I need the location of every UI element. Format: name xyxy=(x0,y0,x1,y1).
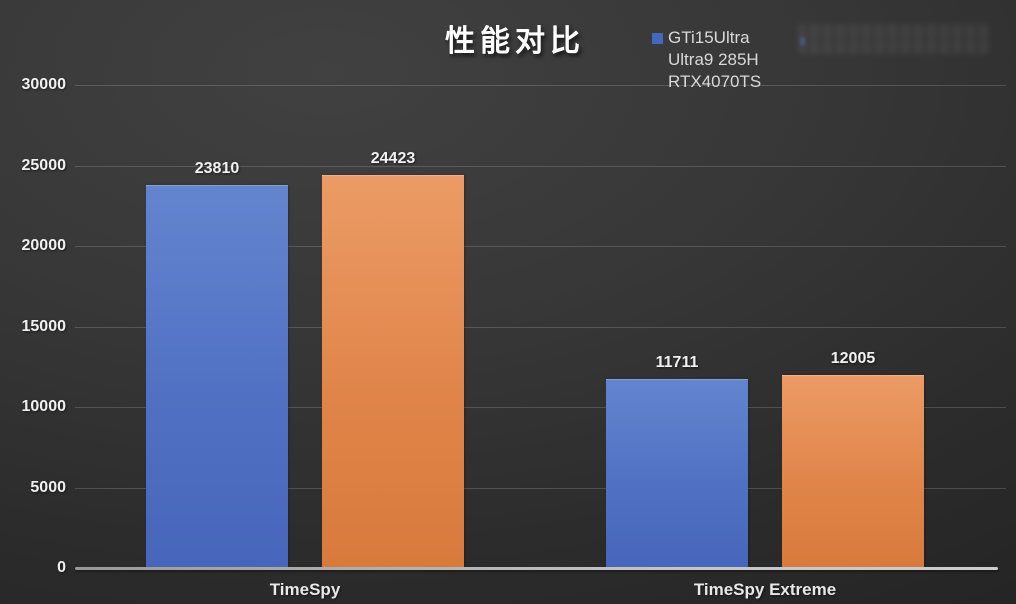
y-axis-tick-label: 0 xyxy=(57,559,66,576)
y-axis-tick-label: 5000 xyxy=(30,478,66,496)
y-axis-tick-label: 10000 xyxy=(21,398,67,415)
x-axis-category-label: TimeSpy Extreme xyxy=(693,580,837,599)
legend-series1-swatch-icon xyxy=(652,33,663,44)
blurred-legend-watermark xyxy=(798,24,990,54)
gridline-30000 xyxy=(75,85,1006,86)
legend-series1-label: GTi15Ultra Ultra9 285H RTX4070TS xyxy=(668,27,761,93)
bar-series1-timespy xyxy=(146,184,288,568)
gridline-25000 xyxy=(75,165,1006,167)
legend-series1-line1: GTi15Ultra xyxy=(668,28,750,47)
bar-value-label: 11711 xyxy=(655,354,699,372)
legend-series1-line2: Ultra9 285H xyxy=(668,50,759,69)
bar-value-label: 23810 xyxy=(194,159,240,177)
bar-value-label: 12005 xyxy=(830,349,876,367)
gridline-5000 xyxy=(75,487,1006,489)
bar-series1-timespy-extreme xyxy=(606,379,748,568)
bar-series2-timespy-extreme xyxy=(782,374,924,568)
gridline-20000 xyxy=(75,246,1006,247)
x-axis-line xyxy=(75,566,998,570)
blurred-legend-swatch-icon xyxy=(800,37,805,45)
chart-title: 性能对比 xyxy=(445,25,585,58)
y-axis-tick-label: 20000 xyxy=(21,237,67,254)
x-axis-category-label: TimeSpy xyxy=(269,580,341,599)
legend: GTi15Ultra Ultra9 285H RTX4070TS xyxy=(652,27,761,93)
bar-value-label: 24423 xyxy=(370,149,416,167)
y-axis-tick-label: 25000 xyxy=(21,156,67,174)
y-axis-tick-label: 15000 xyxy=(21,317,67,335)
gridline-15000 xyxy=(75,326,1006,328)
gridline-10000 xyxy=(75,407,1006,408)
y-axis-tick-label: 30000 xyxy=(21,76,67,93)
bar-series2-timespy xyxy=(322,174,464,568)
legend-series1-line3: RTX4070TS xyxy=(668,72,762,91)
